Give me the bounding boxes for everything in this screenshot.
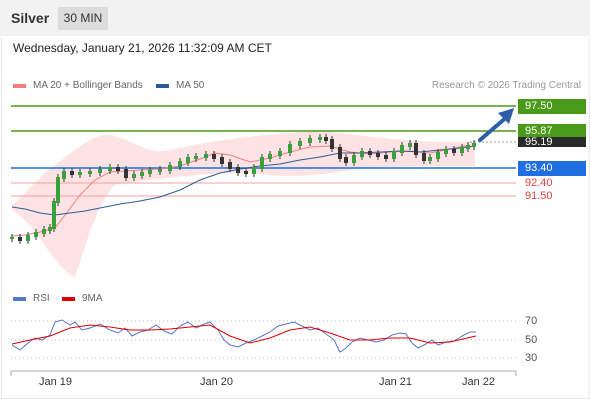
- level-label-92-40: 92.40: [525, 177, 553, 189]
- ma20-swatch: [13, 83, 26, 88]
- ma20-label: MA 20 + Bollinger Bands: [33, 80, 143, 91]
- candle-body: [352, 155, 356, 163]
- candle-body: [460, 147, 464, 153]
- rsi-axis-70: 70: [525, 315, 538, 327]
- candle-body: [338, 147, 342, 159]
- legend-rsi-ma: 9MA: [62, 293, 103, 304]
- candle-body: [62, 171, 66, 179]
- candle-body: [148, 170, 152, 174]
- candle-body: [34, 232, 38, 237]
- candle-body: [444, 149, 448, 154]
- candle-body: [124, 169, 128, 178]
- legend-rsi: RSI: [13, 293, 50, 304]
- candle-body: [422, 153, 426, 161]
- candle-body: [298, 141, 302, 146]
- candle-body: [168, 165, 172, 171]
- candle-body: [78, 172, 82, 175]
- candle-body: [186, 157, 190, 163]
- candle-body: [88, 171, 92, 174]
- candle-body: [384, 155, 388, 159]
- candle-body: [48, 227, 52, 231]
- ma50-swatch: [156, 83, 169, 88]
- candle-body: [288, 144, 292, 153]
- candle-body: [236, 167, 240, 173]
- candle-body: [52, 201, 56, 229]
- candle-body: [108, 167, 112, 171]
- candle-body: [400, 145, 404, 153]
- candle-body: [158, 169, 162, 172]
- ma20-line: [11, 144, 471, 237]
- level-badge-95-87: 95.87: [518, 124, 586, 139]
- candle-body: [278, 151, 282, 156]
- date-label-jan21: Jan 21: [379, 376, 413, 388]
- rsi-axis-50: 50: [525, 334, 538, 346]
- candlesticks: [10, 134, 476, 244]
- symbol-name: Silver: [11, 10, 50, 26]
- level-badge-97-50: 97.50: [518, 99, 586, 114]
- date-label-jan22: Jan 22: [462, 376, 496, 388]
- ma50-label: MA 50: [176, 80, 205, 91]
- candle-body: [308, 138, 312, 143]
- candle-body: [368, 151, 372, 155]
- candle-body: [140, 172, 144, 176]
- candle-body: [98, 169, 102, 173]
- rsi-line: [11, 319, 476, 353]
- candle-body: [452, 149, 456, 153]
- rsi-axis-30: 30: [525, 352, 538, 364]
- candle-body: [408, 143, 412, 147]
- candle-body: [70, 171, 74, 175]
- candle-body: [330, 139, 334, 149]
- candle-body: [344, 157, 348, 163]
- candle-body: [376, 153, 380, 157]
- top-bar: Silver 30 MIN: [0, 0, 590, 36]
- candle-body: [228, 162, 232, 169]
- candle-body: [204, 154, 208, 158]
- level-label-91-50: 91.50: [525, 190, 553, 202]
- candle-body: [428, 157, 432, 161]
- candle-body: [324, 137, 328, 141]
- level-badge-93-40: 93.40: [518, 161, 586, 176]
- candle-body: [360, 151, 364, 157]
- rsi-ma-label: 9MA: [82, 293, 103, 304]
- candle-body: [436, 152, 440, 159]
- candle-body: [18, 237, 22, 241]
- date-label-jan20: Jan 20: [200, 376, 234, 388]
- candle-body: [392, 151, 396, 159]
- bollinger-band: [12, 131, 475, 278]
- candle-body: [260, 157, 264, 169]
- last-price-badge: 95.19: [518, 137, 586, 148]
- date-label-jan19: Jan 19: [39, 376, 73, 388]
- datetime-label: Wednesday, January 21, 2026 11:32:09 AM …: [13, 41, 272, 55]
- credit-text: Research © 2026 Trading Central: [431, 80, 581, 91]
- candle-body: [252, 167, 256, 174]
- candle-body: [472, 143, 476, 147]
- candle-body: [56, 177, 60, 203]
- candle-body: [26, 235, 30, 241]
- trend-arrow-up-icon: [478, 108, 514, 142]
- candle-body: [42, 229, 46, 234]
- candle-body: [212, 154, 216, 159]
- candle-body: [178, 161, 182, 167]
- rsi-label: RSI: [33, 293, 50, 304]
- rsi-swatch: [13, 296, 26, 301]
- candle-body: [10, 237, 14, 239]
- candle-body: [244, 171, 248, 174]
- candle-body: [194, 156, 198, 159]
- rsi-ma-swatch: [62, 296, 75, 301]
- candle-body: [220, 157, 224, 164]
- legend-ma20: MA 20 + Bollinger Bands: [13, 80, 143, 91]
- rsi-ma-line: [11, 324, 477, 345]
- candle-body: [318, 137, 322, 140]
- candle-body: [116, 167, 120, 171]
- candle-body: [466, 145, 470, 149]
- candle-body: [268, 154, 272, 159]
- candle-body: [132, 174, 136, 178]
- candle-body: [414, 143, 418, 155]
- timeframe-button[interactable]: 30 MIN: [58, 7, 108, 30]
- legend-ma50: MA 50: [156, 80, 204, 91]
